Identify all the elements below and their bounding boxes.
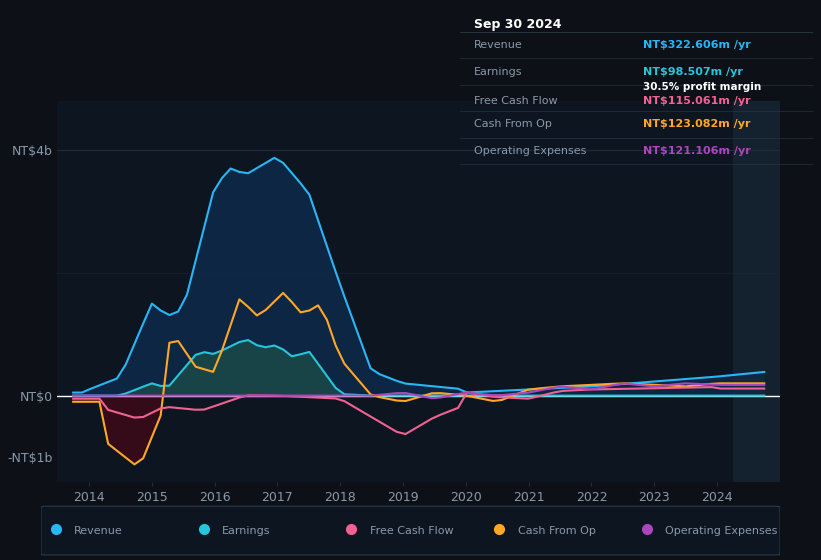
Text: Revenue: Revenue [75, 526, 123, 536]
FancyBboxPatch shape [41, 506, 780, 555]
Text: Free Cash Flow: Free Cash Flow [370, 526, 453, 536]
Text: Revenue: Revenue [474, 40, 523, 50]
Text: Free Cash Flow: Free Cash Flow [474, 96, 557, 106]
Text: NT$123.082m /yr: NT$123.082m /yr [644, 119, 751, 129]
Text: Earnings: Earnings [222, 526, 271, 536]
Text: 30.5% profit margin: 30.5% profit margin [644, 82, 762, 92]
Text: NT$98.507m /yr: NT$98.507m /yr [644, 67, 743, 77]
Text: Cash From Op: Cash From Op [474, 119, 552, 129]
Text: Earnings: Earnings [474, 67, 522, 77]
Text: Operating Expenses: Operating Expenses [474, 146, 586, 156]
Text: Sep 30 2024: Sep 30 2024 [474, 17, 562, 31]
Bar [733, 101, 780, 482]
Text: Operating Expenses: Operating Expenses [666, 526, 777, 536]
Text: NT$121.106m /yr: NT$121.106m /yr [644, 146, 751, 156]
Text: Cash From Op: Cash From Op [518, 526, 595, 536]
Text: NT$115.061m /yr: NT$115.061m /yr [644, 96, 751, 106]
Text: NT$322.606m /yr: NT$322.606m /yr [644, 40, 751, 50]
